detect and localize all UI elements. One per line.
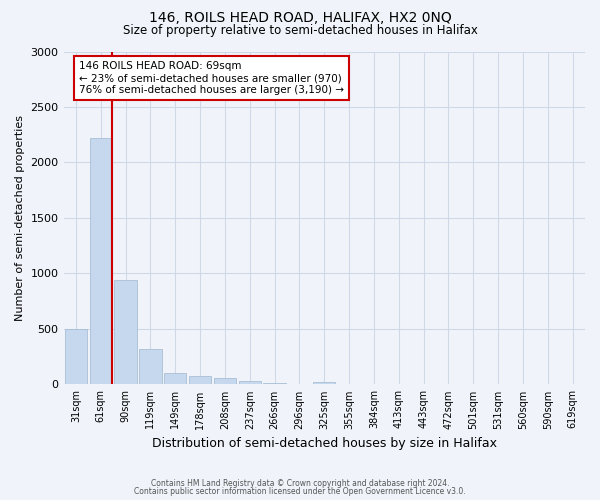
Bar [65, 329, 87, 384]
Bar [139, 350, 161, 384]
Y-axis label: Number of semi-detached properties: Number of semi-detached properties [15, 115, 25, 321]
Text: Size of property relative to semi-detached houses in Halifax: Size of property relative to semi-detach… [122, 24, 478, 37]
Text: Contains public sector information licensed under the Open Government Licence v3: Contains public sector information licen… [134, 487, 466, 496]
Text: 146 ROILS HEAD ROAD: 69sqm
← 23% of semi-detached houses are smaller (970)
76% o: 146 ROILS HEAD ROAD: 69sqm ← 23% of semi… [79, 62, 344, 94]
Bar [89, 138, 112, 384]
Bar [239, 381, 261, 384]
Bar [115, 280, 137, 384]
X-axis label: Distribution of semi-detached houses by size in Halifax: Distribution of semi-detached houses by … [152, 437, 497, 450]
Bar [313, 382, 335, 384]
Text: Contains HM Land Registry data © Crown copyright and database right 2024.: Contains HM Land Registry data © Crown c… [151, 478, 449, 488]
Bar [263, 383, 286, 384]
Bar [189, 376, 211, 384]
Bar [164, 374, 187, 384]
Bar [214, 378, 236, 384]
Text: 146, ROILS HEAD ROAD, HALIFAX, HX2 0NQ: 146, ROILS HEAD ROAD, HALIFAX, HX2 0NQ [149, 12, 451, 26]
